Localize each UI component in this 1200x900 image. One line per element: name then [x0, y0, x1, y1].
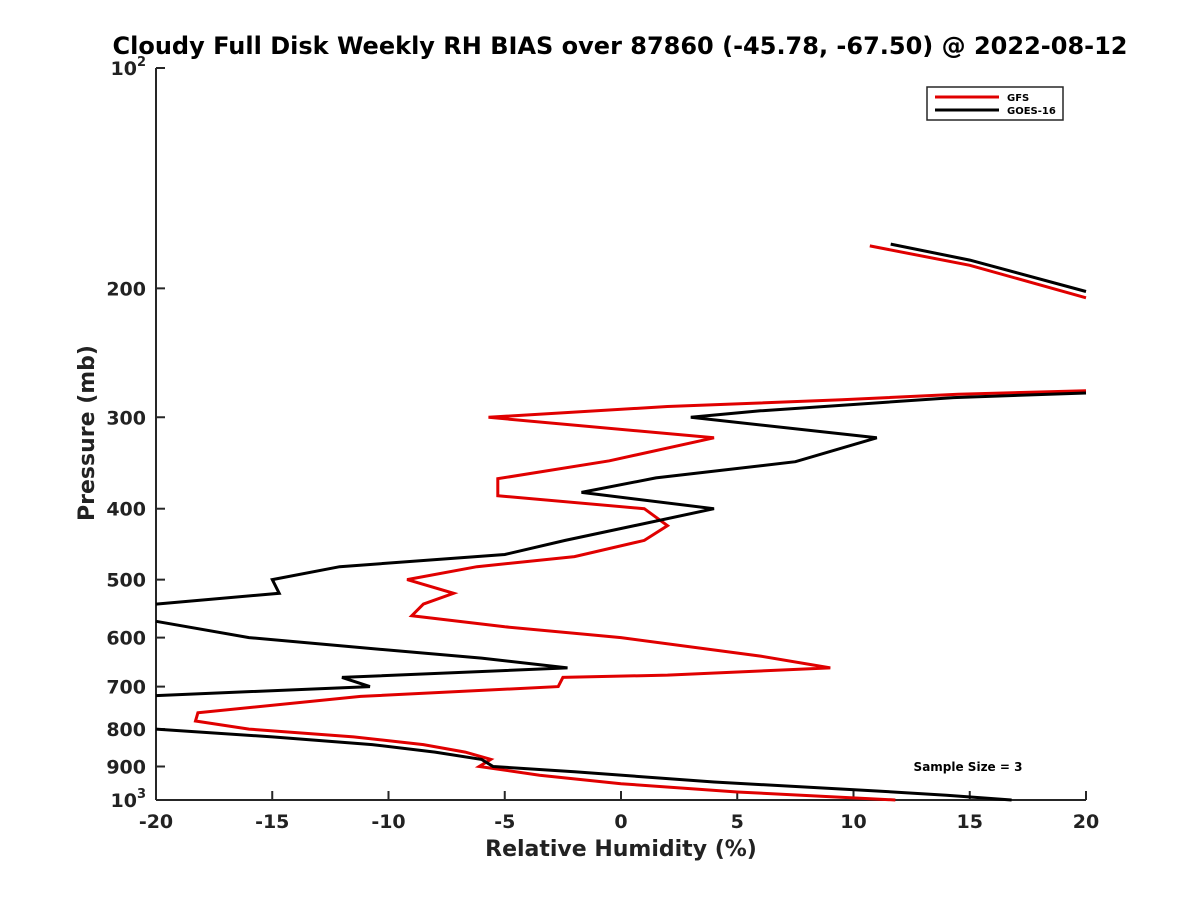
- x-tick-label: 5: [731, 811, 744, 833]
- y-tick-label: 600: [106, 628, 146, 650]
- x-tick-label: -20: [139, 811, 173, 833]
- legend-label: GOES-16: [1007, 106, 1056, 117]
- y-tick-label: 400: [106, 499, 146, 521]
- y-tick-label: 800: [106, 719, 146, 741]
- y-tick-label: 300: [106, 407, 146, 429]
- legend-label: GFS: [1007, 93, 1029, 104]
- plot-axes: [155, 67, 1087, 801]
- x-tick-label: 10: [840, 811, 866, 833]
- x-tick-label: -15: [255, 811, 289, 833]
- x-axis-label: Relative Humidity (%): [485, 837, 757, 862]
- sample-size-annotation: Sample Size = 3: [914, 760, 1023, 774]
- legend-box: [926, 86, 1064, 121]
- x-tick-label: 0: [614, 811, 627, 833]
- y-tick-label: 102: [111, 55, 147, 80]
- y-tick-label: 500: [106, 570, 146, 592]
- x-tick-label: -10: [371, 811, 405, 833]
- x-tick-label: 15: [957, 811, 983, 833]
- series-line-gfs-1: [193, 389, 1087, 802]
- series-line-goes-16-1: [155, 391, 1087, 606]
- chart-title: Cloudy Full Disk Weekly RH BIAS over 878…: [113, 32, 1128, 60]
- y-tick-label: 900: [106, 757, 146, 779]
- y-tick-label: 700: [106, 677, 146, 699]
- series-line-goes-16-2: [155, 619, 568, 698]
- series-layer: [155, 242, 1087, 802]
- y-tick-label: 103: [111, 787, 147, 812]
- y-axis-label: Pressure (mb): [75, 345, 100, 521]
- x-tick-label: -5: [494, 811, 515, 833]
- series-line-goes-16-0: [890, 242, 1087, 293]
- series-line-goes-16-3: [155, 727, 1012, 802]
- series-line-gfs-0: [869, 244, 1087, 300]
- tick-labels: -20 -15 -10 -5 0 5 10 15 20 102 200 300 400 500 600 700…: [106, 55, 1099, 833]
- x-tick-label: 20: [1073, 811, 1099, 833]
- legend: GFS GOES-16: [926, 86, 1064, 121]
- y-tick-label: 200: [106, 278, 146, 300]
